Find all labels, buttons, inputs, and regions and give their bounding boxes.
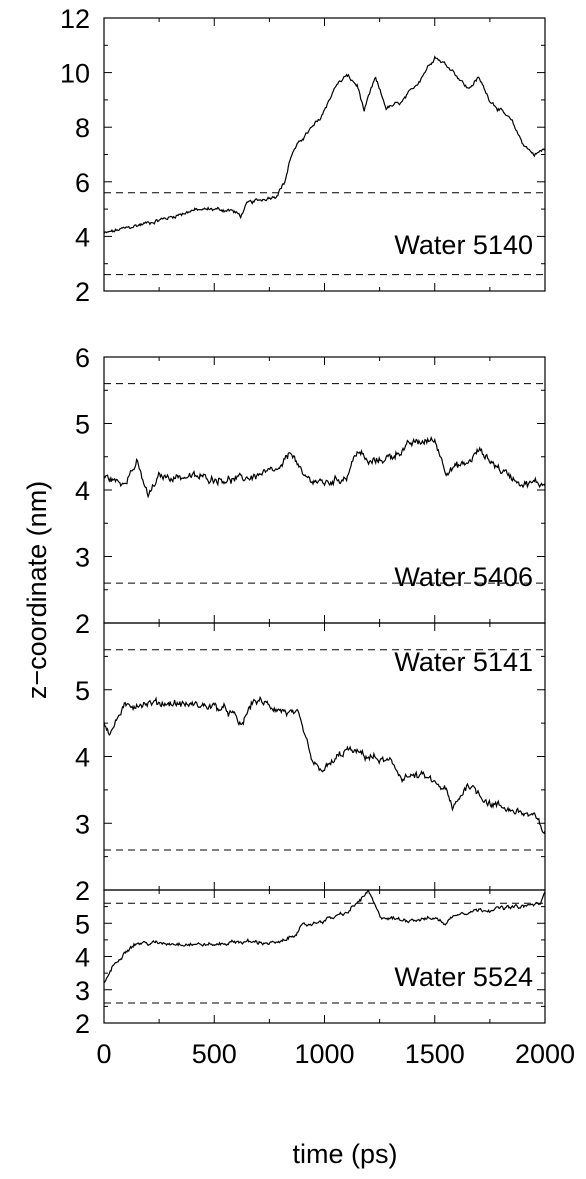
panel-1: 2 4 6 8 10 12 Water 5140 <box>60 4 546 307</box>
panel-label: Water 5140 <box>394 230 533 260</box>
y-tick-label: 4 <box>75 476 90 506</box>
x-tick-label: 500 <box>192 1039 237 1069</box>
series-line <box>103 889 546 984</box>
y-tick-label: 2 <box>75 1009 90 1039</box>
y-tick-label: 5 <box>75 410 90 440</box>
x-tick-label: 1500 <box>405 1039 465 1069</box>
panel-3: 2 3 4 5 Water 5141 <box>75 622 546 906</box>
series-line <box>103 695 546 835</box>
y-tick-label: 4 <box>75 743 90 773</box>
y-tick-label: 4 <box>75 943 90 973</box>
y-tick-label: 5 <box>75 909 90 939</box>
x-tick-labels: 0 500 1000 1500 2000 <box>96 1039 575 1069</box>
y-tick-label: 12 <box>60 4 90 34</box>
x-tick-label: 1000 <box>294 1039 354 1069</box>
y-tick-label: 2 <box>75 609 90 639</box>
series-line <box>103 435 546 499</box>
y-tick-label: 3 <box>75 809 90 839</box>
panel-label: Water 5524 <box>394 962 533 992</box>
x-tick-label: 2000 <box>515 1039 575 1069</box>
y-tick-label: 6 <box>75 343 90 373</box>
panel-label: Water 5141 <box>394 647 533 677</box>
series-line <box>103 55 546 234</box>
panel-2: 2 3 4 5 6 Water 5406 <box>75 343 546 639</box>
y-tick-label: 3 <box>75 543 90 573</box>
panel-4: 234 5 Water 5524 <box>75 889 546 1039</box>
y-tick-label: 8 <box>75 113 90 143</box>
y-tick-label: 2 <box>75 876 90 906</box>
y-tick-label: 5 <box>75 676 90 706</box>
x-tick-label: 0 <box>96 1039 111 1069</box>
y-axis-label: z−coordinate (nm) <box>22 481 52 699</box>
y-tick-label: 10 <box>60 59 90 89</box>
y-tick-label: 3 <box>75 976 90 1006</box>
panel-label: Water 5406 <box>394 562 533 592</box>
y-tick-label: 4 <box>75 222 90 252</box>
x-axis-label: time (ps) <box>292 1139 397 1169</box>
y-tick-label: 6 <box>75 168 90 198</box>
y-tick-label: 2 <box>75 277 90 307</box>
